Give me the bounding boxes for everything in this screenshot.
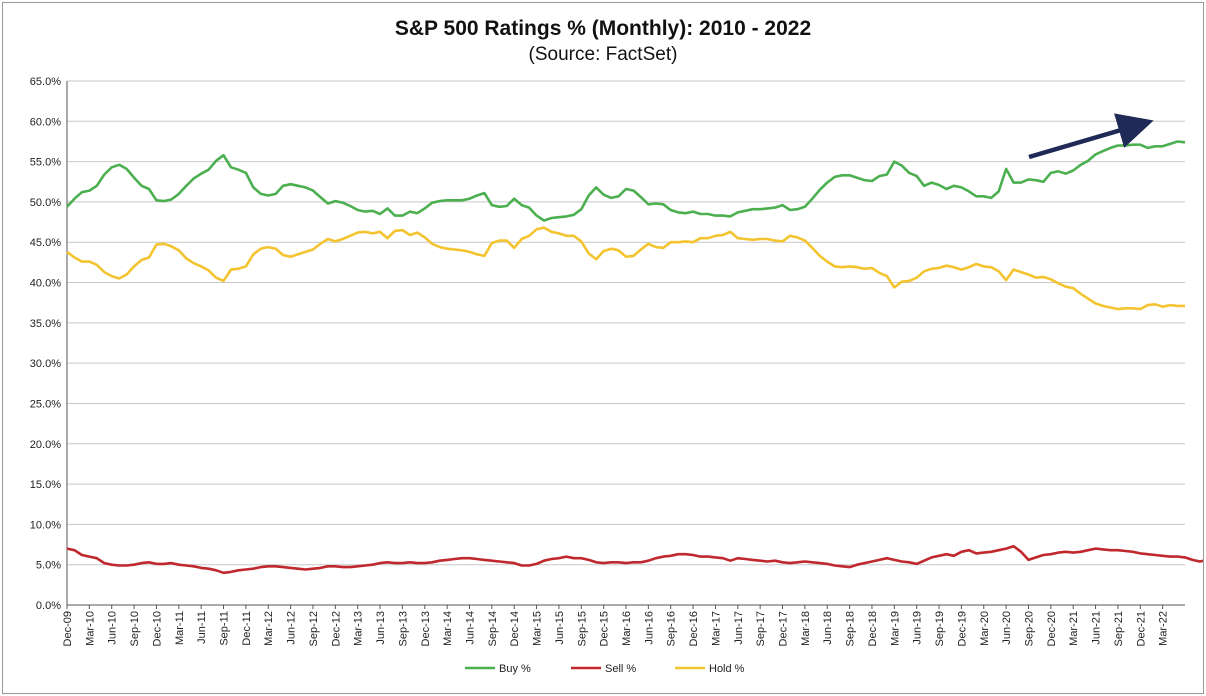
line-chart: 0.0% 5.0% 10.0% 15.0% 20.0% 25.0% 30.0% 35.0% 40… <box>30 76 1203 675</box>
x-tick-label: Jun-20 <box>1001 611 1013 645</box>
x-tick-label: Jun-18 <box>822 611 834 645</box>
legend-label-sell: Sell % <box>605 663 636 675</box>
x-tick-label: Sep-11 <box>219 611 231 646</box>
x-tick-label: Sep-16 <box>666 611 678 646</box>
y-tick-label: 40.0% <box>30 278 61 290</box>
x-tick-label: Jun-10 <box>107 611 119 645</box>
x-tick-label: Mar-21 <box>1068 611 1080 646</box>
x-tick-label: Dec-14 <box>509 611 521 646</box>
x-tick-label: Mar-13 <box>353 611 365 646</box>
x-tick-label: Jun-11 <box>196 611 208 644</box>
x-tick-label: Jun-15 <box>554 611 566 645</box>
x-tick-label: Jun-14 <box>464 611 476 645</box>
y-tick-label: 5.0% <box>36 560 61 572</box>
x-tick-label: Sep-20 <box>1023 611 1035 646</box>
y-tick-label: 55.0% <box>30 157 61 169</box>
x-tick-label: Dec-19 <box>956 611 968 646</box>
series-line-buy <box>66 140 1186 222</box>
x-tick-label: Jun-16 <box>643 611 655 645</box>
trend-arrow <box>1028 113 1154 160</box>
x-tick-label: Sep-21 <box>1113 611 1125 646</box>
x-tick-label: Mar-12 <box>263 611 275 646</box>
y-tick-label: 35.0% <box>30 318 61 330</box>
x-tick-label: Dec-20 <box>1046 611 1058 646</box>
y-tick-label: 25.0% <box>30 398 61 410</box>
x-tick-label: Dec-13 <box>420 611 432 646</box>
y-tick-label: 65.0% <box>30 76 61 88</box>
x-tick-label: Dec-10 <box>151 611 163 646</box>
y-tick-label: 10.0% <box>30 519 61 531</box>
chart-title: S&P 500 Ratings % (Monthly): 2010 - 2022 <box>394 17 812 40</box>
chart-subtitle: (Source: FactSet) <box>528 44 678 65</box>
x-tick-label: Sep-10 <box>129 611 141 646</box>
y-tick-label: 60.0% <box>30 116 61 128</box>
x-tick-label: Sep-17 <box>755 611 767 646</box>
x-tick-label: Dec-11 <box>241 611 253 646</box>
series-line-sell <box>66 544 1203 575</box>
y-tick-label: 30.0% <box>30 358 61 370</box>
x-tick-label: Mar-10 <box>84 611 96 646</box>
y-tick-label: 0.0% <box>36 600 61 612</box>
x-tick-label: Dec-21 <box>1135 611 1147 646</box>
y-tick-label: 20.0% <box>30 439 61 451</box>
y-tick-label: 50.0% <box>30 197 61 209</box>
x-tick-label: Sep-18 <box>845 611 857 646</box>
y-tick-label: 45.0% <box>30 237 61 249</box>
x-tick-label: Mar-15 <box>532 611 544 646</box>
x-tick-label: Dec-09 <box>62 611 74 646</box>
legend-label-hold: Hold % <box>709 663 745 675</box>
x-tick-label: Sep-13 <box>397 611 409 646</box>
x-tick-label: Dec-15 <box>599 611 611 646</box>
x-tick-label: Jun-19 <box>912 611 924 645</box>
x-tick-label: Jun-21 <box>1091 611 1103 645</box>
series-line-hold <box>66 226 1185 311</box>
x-tick-label: Jun-17 <box>733 611 745 645</box>
x-tick-label: Mar-16 <box>621 611 633 646</box>
x-tick-label: Sep-15 <box>576 611 588 646</box>
x-tick-label: Sep-12 <box>308 611 320 646</box>
x-tick-label: Mar-19 <box>889 611 901 646</box>
x-tick-label: Dec-16 <box>688 611 700 646</box>
x-tick-label: Jun-13 <box>375 611 387 645</box>
x-tick-label: Mar-20 <box>979 611 991 646</box>
legend-label-buy: Buy % <box>499 663 531 675</box>
x-tick-label: Dec-17 <box>778 611 790 646</box>
x-tick-label: Mar-14 <box>442 611 454 646</box>
x-tick-label: Dec-12 <box>330 611 342 646</box>
y-tick-label: 15.0% <box>30 479 61 491</box>
x-tick-label: Sep-19 <box>934 611 946 646</box>
x-tick-label: Mar-22 <box>1158 611 1170 646</box>
x-tick-label: Sep-14 <box>487 611 499 646</box>
x-tick-label: Dec-18 <box>867 611 879 646</box>
x-tick-label: Jun-12 <box>286 611 298 645</box>
x-tick-label: Mar-17 <box>710 611 722 646</box>
x-tick-label: Mar-11 <box>174 611 186 645</box>
x-tick-label: Mar-18 <box>800 611 812 646</box>
